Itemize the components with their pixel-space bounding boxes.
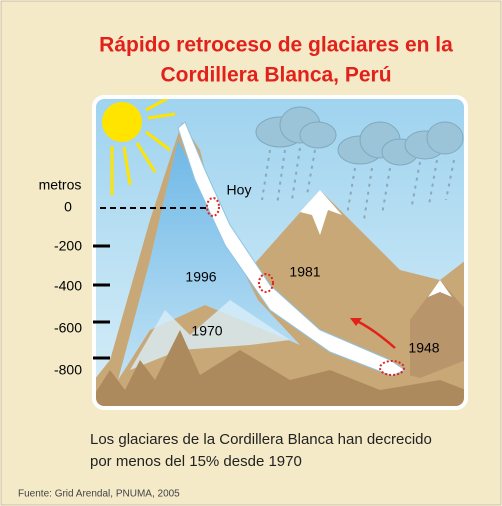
title: Rápido retroceso de glaciares en la xyxy=(99,34,453,57)
axis-label: metros xyxy=(39,177,82,193)
title: Cordillera Blanca, Perú xyxy=(160,64,391,87)
illustration xyxy=(94,97,466,410)
axis-tick-label: -600 xyxy=(54,320,82,336)
axis-tick-label: -800 xyxy=(54,362,82,378)
year-label: 1970 xyxy=(191,323,222,339)
year-label: 1981 xyxy=(289,264,320,280)
year-label: 1948 xyxy=(408,340,439,356)
caption: Los glaciares de la Cordillera Blanca ha… xyxy=(90,431,432,448)
axis-tick-label: 0 xyxy=(64,199,72,215)
infographic: Rápido retroceso de glaciares en la Cord… xyxy=(0,0,502,506)
axis-tick-label: -400 xyxy=(54,278,82,294)
source: Fuente: Grid Arendal, PNUMA, 2005 xyxy=(18,489,180,500)
caption: por menos del 15% desde 1970 xyxy=(90,453,302,470)
year-label: Hoy xyxy=(227,182,252,198)
axis-tick-label: -200 xyxy=(54,238,82,254)
year-label: 1996 xyxy=(185,269,216,285)
